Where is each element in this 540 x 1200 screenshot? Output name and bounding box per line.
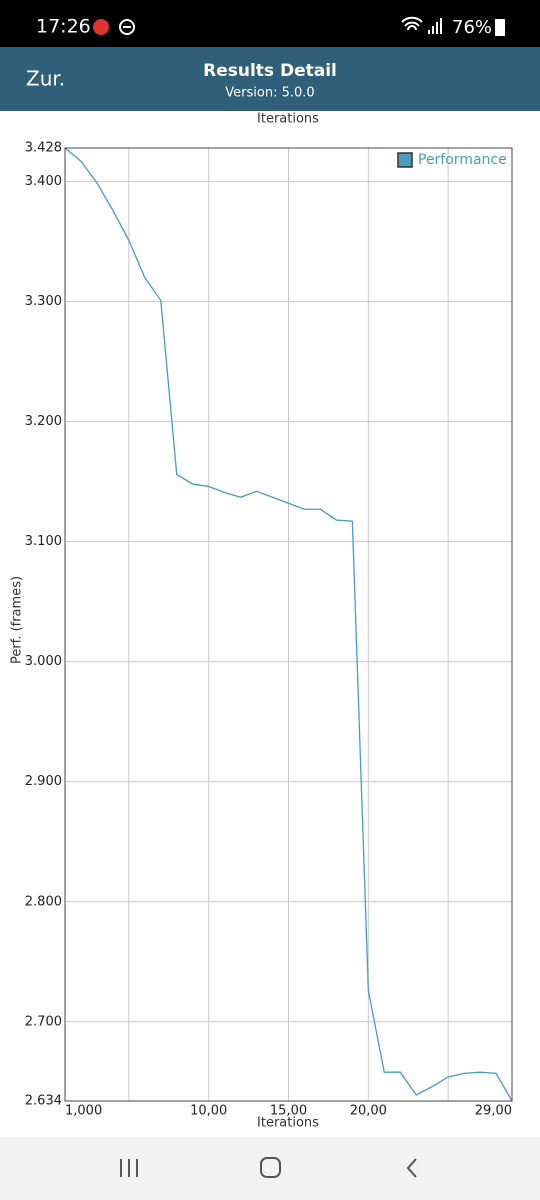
dnd-icon [119, 19, 135, 35]
y-tick-label: 2.900 [25, 774, 62, 789]
y-tick-label: 3.300 [25, 294, 62, 309]
x-tick-label: 1,000 [65, 1104, 102, 1119]
legend-swatch [397, 152, 413, 168]
legend-label: Performance [418, 152, 507, 168]
app-bar [0, 47, 540, 111]
plot-frame [64, 147, 513, 1102]
app-subtitle: Version: 5.0.0 [225, 86, 314, 101]
top-axis-label: Iterations [257, 112, 319, 127]
y-tick-label: 2.700 [25, 1014, 62, 1029]
notification-icon [93, 19, 109, 35]
data-line [64, 147, 513, 1102]
y-tick-label: 3.000 [25, 654, 62, 669]
y-tick-label: 2.800 [25, 894, 62, 909]
plot: 2.634 2.700 2.800 2.900 3.000 3.100 3.200 3.300… [25, 141, 513, 1119]
y-tick-label: 3.200 [25, 414, 62, 429]
x-axis-label: Iterations [257, 1116, 319, 1131]
x-tick-label: 29,00 [475, 1104, 512, 1119]
x-tick-label: 20,00 [350, 1104, 387, 1119]
battery-icon [495, 19, 505, 36]
x-tick-label: 10,00 [190, 1104, 227, 1119]
y-axis-label: Perf. (frames) [10, 576, 25, 664]
y-tick-label: 3.100 [25, 534, 62, 549]
home-button[interactable] [260, 1157, 281, 1178]
status-bar [0, 0, 540, 47]
back-nav-button[interactable] [406, 1158, 417, 1178]
x-tick-label: 15,00 [270, 1104, 307, 1119]
y-tick-label: 2.634 [25, 1094, 62, 1109]
y-tick-label: 3.428 [25, 141, 62, 156]
app-title: Results Detail [203, 61, 337, 81]
clock: 17:26 [36, 16, 91, 38]
wifi-icon [401, 16, 423, 31]
signal-icon [428, 18, 442, 34]
nav-bar [0, 1137, 540, 1200]
battery-text: 76% [452, 17, 492, 38]
recents-button[interactable] [120, 1159, 138, 1177]
back-button[interactable]: Zur. [26, 67, 65, 91]
y-tick-label: 3.400 [25, 174, 62, 189]
